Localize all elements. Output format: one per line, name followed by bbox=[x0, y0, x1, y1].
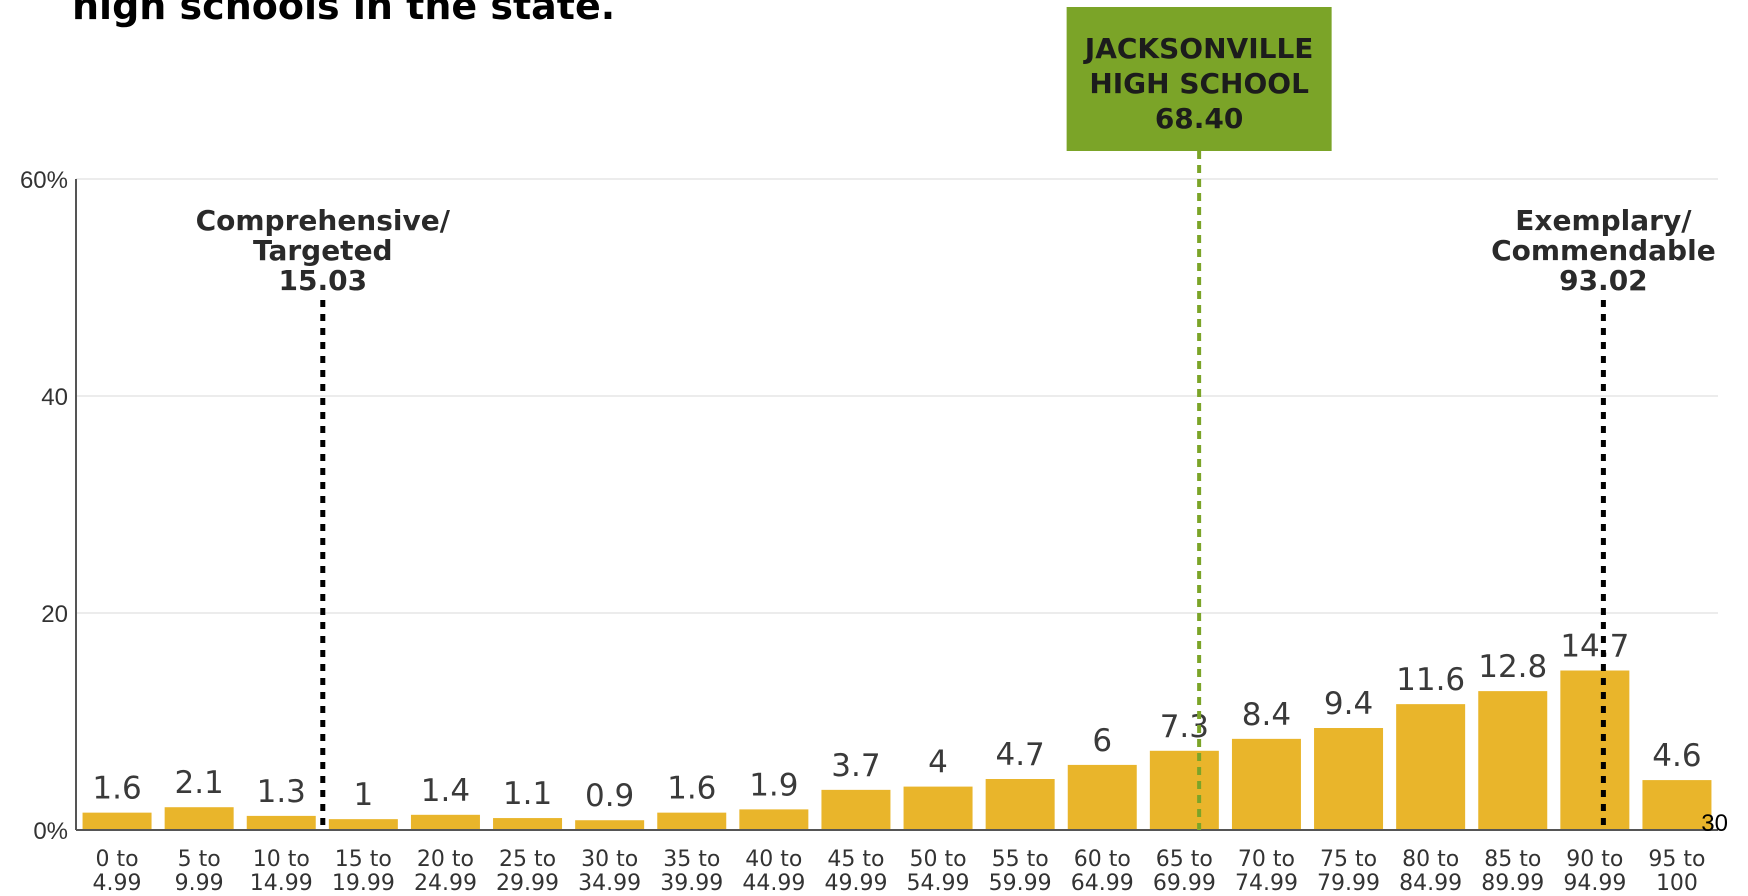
x-tick-label: 0 to bbox=[96, 847, 139, 872]
x-tick-label: 95 to bbox=[1648, 847, 1705, 872]
x-tick-label: 100 bbox=[1656, 871, 1698, 896]
bar-value-label: 1.9 bbox=[749, 767, 798, 803]
bar bbox=[1067, 764, 1137, 830]
bar-value-label: 7.3 bbox=[1160, 709, 1209, 745]
page-number: 30 bbox=[1701, 810, 1728, 837]
bar bbox=[575, 820, 645, 830]
x-tick-label: 10 to bbox=[253, 847, 310, 872]
x-tick-label: 4.99 bbox=[93, 871, 142, 896]
x-tick-label: 30 to bbox=[581, 847, 638, 872]
bar-value-label: 1.6 bbox=[92, 771, 141, 807]
threshold-marker-label: Exemplary/ bbox=[1515, 204, 1692, 237]
bar-value-label: 11.6 bbox=[1396, 662, 1465, 698]
bar-value-label: 1.3 bbox=[257, 774, 306, 810]
bar bbox=[82, 812, 152, 830]
bar bbox=[493, 818, 563, 830]
bar-value-label: 6 bbox=[1092, 723, 1112, 759]
x-tick-label: 50 to bbox=[910, 847, 967, 872]
x-tick-label: 34.99 bbox=[578, 871, 641, 896]
bar-value-label: 4.6 bbox=[1652, 738, 1701, 774]
bar bbox=[1231, 738, 1301, 830]
bar bbox=[657, 812, 727, 830]
bar-value-label: 4 bbox=[928, 745, 948, 781]
x-tick-label: 40 to bbox=[745, 847, 802, 872]
bar bbox=[985, 779, 1055, 830]
bar bbox=[328, 819, 398, 830]
school-marker-label: JACKSONVILLE bbox=[1083, 32, 1314, 65]
threshold-marker-label: Comprehensive/ bbox=[196, 204, 451, 237]
x-tick-label: 39.99 bbox=[660, 871, 723, 896]
threshold-marker-label: 93.02 bbox=[1559, 264, 1648, 297]
x-tick-label: 14.99 bbox=[250, 871, 313, 896]
bar-value-label: 1 bbox=[353, 777, 373, 813]
bar bbox=[410, 814, 480, 830]
x-tick-label: 94.99 bbox=[1563, 871, 1626, 896]
bar-value-label: 2.1 bbox=[174, 765, 223, 801]
y-tick-label: 0% bbox=[33, 818, 68, 845]
y-tick-label: 40 bbox=[41, 384, 68, 411]
x-tick-label: 89.99 bbox=[1481, 871, 1544, 896]
x-tick-label: 84.99 bbox=[1399, 871, 1462, 896]
school-marker-box bbox=[1066, 7, 1332, 151]
x-tick-label: 20 to bbox=[417, 847, 474, 872]
bar bbox=[1560, 670, 1630, 830]
bar-value-label: 14.7 bbox=[1560, 629, 1629, 665]
bar bbox=[1478, 691, 1548, 830]
x-tick-label: 64.99 bbox=[1071, 871, 1134, 896]
x-tick-label: 49.99 bbox=[824, 871, 887, 896]
x-tick-label: 35 to bbox=[663, 847, 720, 872]
x-tick-label: 55 to bbox=[992, 847, 1049, 872]
school-marker-label: 68.40 bbox=[1155, 102, 1244, 135]
bar-value-label: 9.4 bbox=[1324, 686, 1373, 722]
bar-value-label: 8.4 bbox=[1242, 697, 1291, 733]
page-heading: high schools in the state. bbox=[72, 0, 616, 28]
x-tick-label: 15 to bbox=[335, 847, 392, 872]
bar-value-label: 1.1 bbox=[503, 776, 552, 812]
x-tick-label: 80 to bbox=[1402, 847, 1459, 872]
x-tick-label: 25 to bbox=[499, 847, 556, 872]
bar bbox=[164, 807, 234, 830]
bar bbox=[1396, 704, 1466, 830]
bar bbox=[821, 789, 891, 830]
x-tick-label: 5 to bbox=[178, 847, 221, 872]
x-tick-label: 24.99 bbox=[414, 871, 477, 896]
x-tick-label: 19.99 bbox=[332, 871, 395, 896]
x-tick-label: 44.99 bbox=[742, 871, 805, 896]
x-tick-label: 59.99 bbox=[989, 871, 1052, 896]
threshold-marker-label: Commendable bbox=[1491, 234, 1716, 267]
x-tick-label: 85 to bbox=[1484, 847, 1541, 872]
bar-value-label: 1.4 bbox=[421, 773, 470, 809]
bar bbox=[246, 815, 316, 830]
x-tick-label: 60 to bbox=[1074, 847, 1131, 872]
bar-value-label: 1.6 bbox=[667, 771, 716, 807]
x-tick-label: 45 to bbox=[827, 847, 884, 872]
bar-value-label: 3.7 bbox=[831, 748, 880, 784]
threshold-marker-label: 15.03 bbox=[279, 264, 368, 297]
x-tick-label: 65 to bbox=[1156, 847, 1213, 872]
x-tick-label: 75 to bbox=[1320, 847, 1377, 872]
bar-value-label: 4.7 bbox=[995, 737, 1044, 773]
bar bbox=[1314, 728, 1384, 830]
x-tick-label: 54.99 bbox=[907, 871, 970, 896]
bar bbox=[1149, 750, 1219, 830]
bar bbox=[1642, 780, 1712, 830]
bar-value-label: 12.8 bbox=[1478, 649, 1547, 685]
bar bbox=[739, 809, 809, 830]
bar-value-label: 0.9 bbox=[585, 778, 634, 814]
x-tick-label: 70 to bbox=[1238, 847, 1295, 872]
y-tick-label: 20 bbox=[41, 601, 68, 628]
threshold-marker-label: Targeted bbox=[253, 234, 393, 267]
school-marker-label: HIGH SCHOOL bbox=[1089, 67, 1309, 100]
x-tick-label: 29.99 bbox=[496, 871, 559, 896]
y-tick-label: 60% bbox=[20, 167, 68, 194]
x-tick-label: 9.99 bbox=[175, 871, 224, 896]
x-tick-label: 74.99 bbox=[1235, 871, 1298, 896]
bar bbox=[903, 786, 973, 830]
x-tick-label: 90 to bbox=[1566, 847, 1623, 872]
x-tick-label: 69.99 bbox=[1153, 871, 1216, 896]
x-tick-label: 79.99 bbox=[1317, 871, 1380, 896]
